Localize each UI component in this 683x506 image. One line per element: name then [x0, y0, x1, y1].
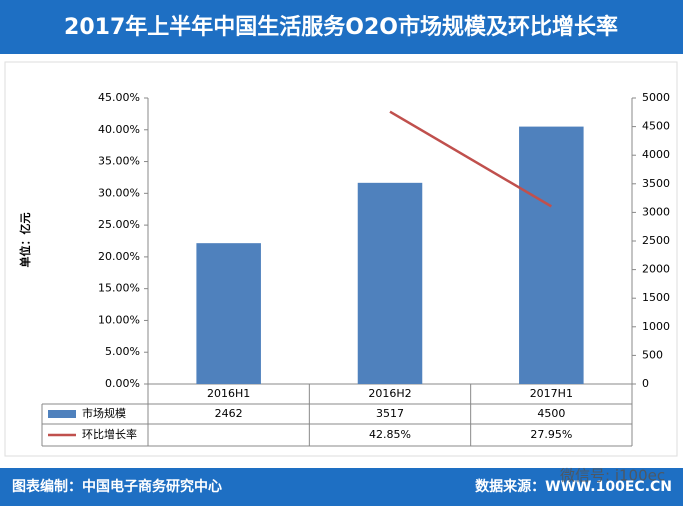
y-tick-label: 35.00% [98, 155, 140, 168]
y-tick-label: 0.00% [105, 377, 140, 390]
line [389, 110, 552, 208]
y-tick-label: 20.00% [98, 250, 140, 263]
table-value: 42.85% [369, 428, 411, 441]
legend-label: 环比增长率 [82, 427, 137, 441]
y-tick-label: 5.00% [105, 345, 140, 358]
y2-tick-label: 3500 [642, 177, 670, 190]
bar [196, 243, 261, 384]
y-tick-label: 25.00% [98, 218, 140, 231]
y2-tick-label: 2000 [642, 263, 670, 276]
x-tick-label: 2016H1 [207, 387, 250, 400]
legend-key [48, 410, 76, 418]
y2-tick-label: 2500 [642, 234, 670, 247]
watermark: 微信号: i100ec [560, 467, 665, 485]
y-axis-label: 单位：亿元 [18, 213, 32, 268]
chart-frame [4, 61, 678, 457]
y2-tick-label: 500 [642, 348, 663, 361]
footer-right: 数据来源：WWW.100EC.CN [475, 478, 672, 495]
y-tick-label: 15.00% [98, 282, 140, 295]
x-tick-label: 2016H2 [368, 387, 411, 400]
y2-tick-label: 4000 [642, 148, 670, 161]
y-tick-label: 45.00% [98, 91, 140, 104]
chart-title: 2017年上半年中国生活服务O2O市场规模及环比增长率 [64, 14, 618, 40]
y2-tick-label: 1000 [642, 320, 670, 333]
bar [357, 182, 423, 384]
y-tick-label: 10.00% [98, 313, 140, 326]
y2-tick-label: 1500 [642, 291, 670, 304]
table-value: 27.95% [530, 428, 572, 441]
y2-tick-label: 5000 [642, 91, 670, 104]
footer-band [0, 468, 683, 506]
bar [519, 126, 584, 384]
table-value: 4500 [537, 407, 565, 420]
table-value: 3517 [376, 407, 404, 420]
x-tick-label: 2017H1 [530, 387, 573, 400]
legend-label: 市场规模 [82, 406, 126, 420]
table-value: 2462 [215, 407, 243, 420]
y-tick-label: 30.00% [98, 186, 140, 199]
header-band [0, 0, 683, 54]
y2-tick-label: 3000 [642, 205, 670, 218]
y2-tick-label: 0 [642, 377, 649, 390]
y-tick-label: 40.00% [98, 123, 140, 136]
y2-tick-label: 4500 [642, 120, 670, 133]
footer-left: 图表编制：中国电子商务研究中心 [12, 478, 222, 495]
